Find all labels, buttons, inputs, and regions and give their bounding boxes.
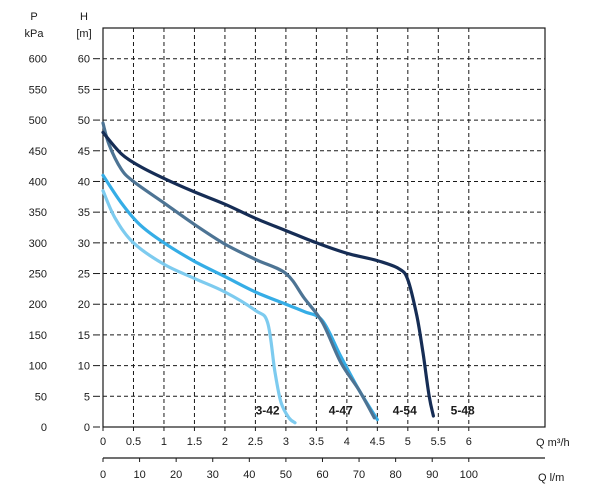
flow-lmin-tick-10: 10 <box>133 469 145 481</box>
flow-m3h-tick-5-5: 5.5 <box>431 436 446 448</box>
flow-lmin-tick-90: 90 <box>426 469 438 481</box>
head-tick-45: 45 <box>78 146 90 158</box>
flow-lmin-tick-60: 60 <box>316 469 328 481</box>
pump-curves <box>101 121 435 425</box>
flow-lmin-tick-0: 0 <box>100 469 106 481</box>
flow-m3h-tick-6: 6 <box>466 436 472 448</box>
pressure-tick-100: 100 <box>29 361 47 373</box>
curve-labels: 3-42 4-47 4-54 5-48 <box>256 404 475 418</box>
pressure-tick-0: 0 <box>41 422 47 434</box>
pressure-axis-title: P <box>30 11 37 23</box>
pressure-tick-600: 600 <box>29 54 47 66</box>
flow-axis-lmin: Q l/m 0 10 20 30 40 50 60 70 80 90 100 <box>100 457 564 484</box>
head-tick-15: 15 <box>78 330 90 342</box>
plot-frame <box>102 27 546 428</box>
pressure-tick-50: 50 <box>35 391 47 403</box>
pressure-tick-550: 550 <box>29 84 47 96</box>
pressure-tick-350: 350 <box>29 207 47 219</box>
pressure-tick-500: 500 <box>29 115 47 127</box>
flow-axis-m3h-label: Q m³/h <box>536 437 570 449</box>
head-tick-0: 0 <box>84 422 90 434</box>
flow-lmin-tick-100: 100 <box>460 469 478 481</box>
head-axis-unit: [m] <box>76 28 91 40</box>
head-tick-20: 20 <box>78 299 90 311</box>
head-tick-40: 40 <box>78 176 90 188</box>
head-tick-50: 50 <box>78 115 90 127</box>
flow-m3h-tick-4: 4 <box>344 436 350 448</box>
flow-m3h-tick-4-5: 4.5 <box>370 436 385 448</box>
flow-m3h-tick-0-5: 0.5 <box>126 436 141 448</box>
flow-m3h-tick-2-5: 2.5 <box>248 436 263 448</box>
curve-4-54 <box>101 121 376 420</box>
curve-label-4-47: 4-47 <box>329 404 353 418</box>
flow-lmin-tick-80: 80 <box>390 469 402 481</box>
flow-axis-lmin-label: Q l/m <box>538 472 564 484</box>
flow-m3h-tick-3: 3 <box>283 436 289 448</box>
curve-label-4-54: 4-54 <box>393 404 417 418</box>
curve-3-42 <box>101 189 297 425</box>
curve-5-48 <box>101 130 435 418</box>
grid <box>102 27 546 428</box>
head-tick-25: 25 <box>78 269 90 281</box>
head-tick-30: 30 <box>78 238 90 250</box>
flow-lmin-tick-40: 40 <box>243 469 255 481</box>
head-tick-60: 60 <box>78 54 90 66</box>
head-tick-55: 55 <box>78 84 90 96</box>
pressure-axis: P kPa 0 50 100 150 200 250 300 350 400 450 500 550 6… <box>25 11 47 434</box>
curve-4-47 <box>101 173 379 422</box>
head-axis: H [m] 0 5 10 15 20 25 30 35 40 45 50 55 60 <box>76 11 100 434</box>
pressure-tick-450: 450 <box>29 146 47 158</box>
pressure-tick-150: 150 <box>29 330 47 342</box>
flow-lmin-tick-20: 20 <box>170 469 182 481</box>
flow-m3h-tick-2: 2 <box>222 436 228 448</box>
pressure-tick-300: 300 <box>29 238 47 250</box>
flow-m3h-tick-5: 5 <box>405 436 411 448</box>
head-tick-10: 10 <box>78 361 90 373</box>
flow-m3h-tick-1-5: 1.5 <box>187 436 202 448</box>
curve-label-5-48: 5-48 <box>451 404 475 418</box>
pressure-tick-400: 400 <box>29 176 47 188</box>
pressure-axis-unit: kPa <box>25 28 45 40</box>
head-tick-5: 5 <box>84 391 90 403</box>
flow-axis-m3h: Q m³/h 0 0.5 1 1.5 2 2.5 3 3.5 4 4.5 5 5.5 6 <box>100 427 570 449</box>
flow-m3h-tick-0: 0 <box>100 436 106 448</box>
flow-lmin-tick-30: 30 <box>207 469 219 481</box>
pressure-tick-250: 250 <box>29 269 47 281</box>
head-tick-35: 35 <box>78 207 90 219</box>
pressure-tick-200: 200 <box>29 299 47 311</box>
flow-m3h-tick-3-5: 3.5 <box>309 436 324 448</box>
head-axis-title: H <box>80 11 88 23</box>
flow-lmin-tick-50: 50 <box>280 469 292 481</box>
curve-label-3-42: 3-42 <box>256 404 280 418</box>
flow-lmin-tick-70: 70 <box>353 469 365 481</box>
flow-m3h-tick-1: 1 <box>161 436 167 448</box>
